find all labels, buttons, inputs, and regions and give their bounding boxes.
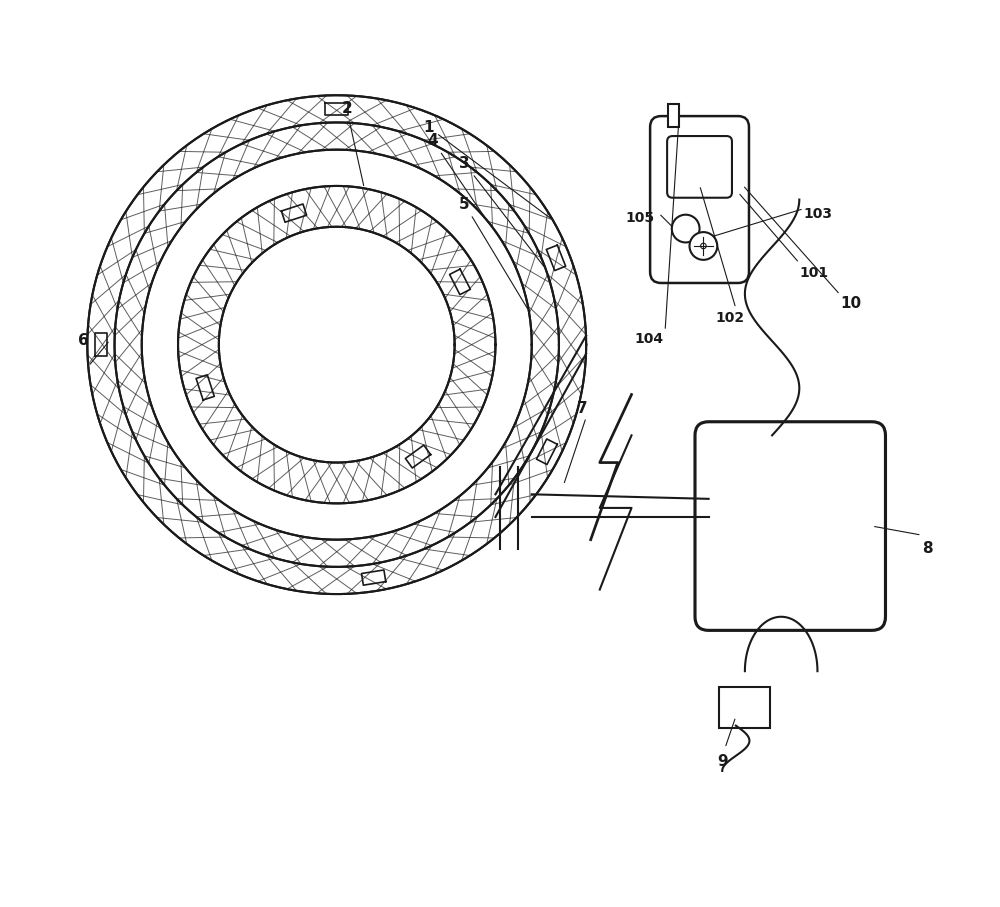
FancyBboxPatch shape bbox=[667, 136, 732, 198]
Text: 9: 9 bbox=[718, 755, 728, 769]
Text: 6: 6 bbox=[78, 333, 89, 347]
Text: 10: 10 bbox=[840, 297, 861, 311]
Text: 102: 102 bbox=[716, 311, 745, 325]
Bar bbox=[668, 104, 679, 127]
Text: 104: 104 bbox=[634, 332, 663, 346]
Text: 105: 105 bbox=[625, 211, 654, 225]
Circle shape bbox=[690, 232, 717, 260]
Text: 1: 1 bbox=[423, 120, 551, 219]
FancyBboxPatch shape bbox=[719, 687, 770, 728]
Text: 4: 4 bbox=[427, 133, 485, 217]
Circle shape bbox=[701, 243, 706, 249]
FancyBboxPatch shape bbox=[650, 116, 749, 283]
Text: 3: 3 bbox=[459, 156, 544, 267]
Text: 2: 2 bbox=[341, 102, 364, 186]
Text: 101: 101 bbox=[799, 266, 828, 279]
Text: 7: 7 bbox=[577, 401, 588, 415]
FancyBboxPatch shape bbox=[695, 422, 885, 630]
Text: 103: 103 bbox=[804, 207, 833, 220]
Text: 8: 8 bbox=[922, 541, 932, 556]
Circle shape bbox=[672, 215, 700, 242]
Text: 5: 5 bbox=[459, 197, 527, 308]
